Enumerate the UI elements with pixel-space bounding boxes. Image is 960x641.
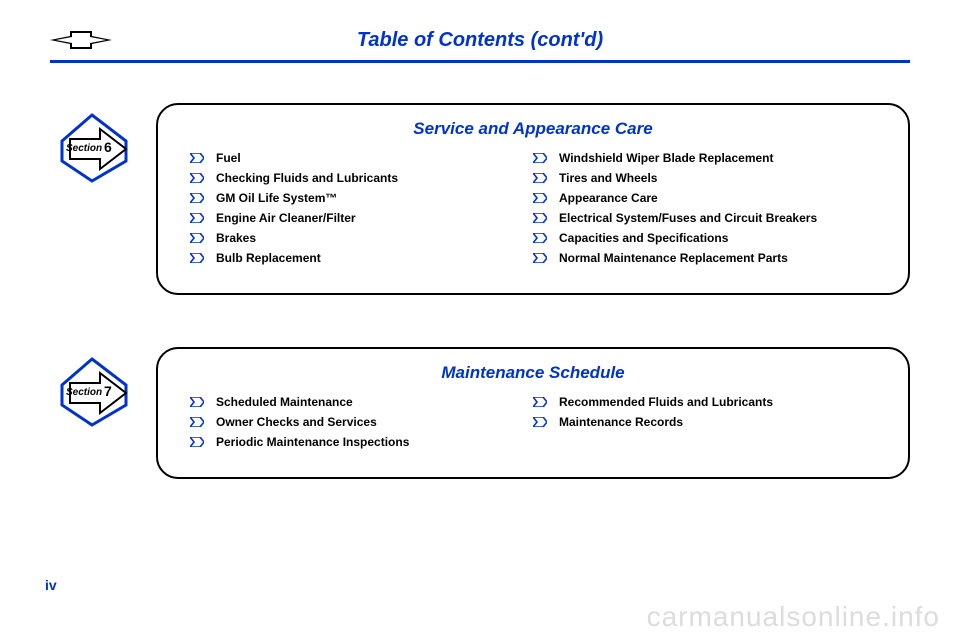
toc-item[interactable]: Checking Fluids and Lubricants	[190, 171, 533, 185]
section-title: Service and Appearance Care	[190, 119, 876, 139]
bullet-icon	[533, 253, 547, 263]
toc-item-label: Recommended Fluids and Lubricants	[559, 395, 773, 409]
section-badge-number: 6	[104, 139, 112, 155]
bullet-icon	[533, 417, 547, 427]
toc-item[interactable]: Periodic Maintenance Inspections	[190, 435, 533, 449]
toc-item[interactable]: Scheduled Maintenance	[190, 395, 533, 409]
section-badge-number: 7	[104, 383, 112, 399]
toc-item-label: Tires and Wheels	[559, 171, 657, 185]
bullet-icon	[533, 397, 547, 407]
toc-item[interactable]: Brakes	[190, 231, 533, 245]
toc-item[interactable]: GM Oil Life System™	[190, 191, 533, 205]
bullet-icon	[190, 213, 204, 223]
toc-item[interactable]: Normal Maintenance Replacement Parts	[533, 251, 876, 265]
toc-item[interactable]: Fuel	[190, 151, 533, 165]
bullet-icon	[190, 437, 204, 447]
toc-item[interactable]: Owner Checks and Services	[190, 415, 533, 429]
watermark: carmanualsonline.info	[647, 601, 940, 633]
bullet-icon	[190, 417, 204, 427]
toc-item[interactable]: Bulb Replacement	[190, 251, 533, 265]
page-header: Table of Contents (cont'd)	[50, 28, 910, 52]
bullet-icon	[533, 173, 547, 183]
toc-column: Fuel Checking Fluids and Lubricants GM Oil…	[190, 151, 533, 271]
toc-item[interactable]: Capacities and Specifications	[533, 231, 876, 245]
bullet-icon	[533, 233, 547, 243]
section-row: Section6 Service and Appearance Care Fuel C…	[50, 103, 910, 295]
bullet-icon	[533, 193, 547, 203]
bullet-icon	[190, 397, 204, 407]
toc-item-label: Checking Fluids and Lubricants	[216, 171, 398, 185]
toc-item-label: Capacities and Specifications	[559, 231, 728, 245]
page-title: Table of Contents (cont'd)	[50, 29, 910, 52]
toc-item[interactable]: Windshield Wiper Blade Replacement	[533, 151, 876, 165]
toc-item-label: Electrical System/Fuses and Circuit Brea…	[559, 211, 817, 225]
toc-column: Scheduled Maintenance Owner Checks and Se…	[190, 395, 533, 455]
section-card: Service and Appearance Care Fuel Checking …	[156, 103, 910, 295]
section-badge-icon: Section6	[56, 111, 130, 183]
header-divider	[50, 60, 910, 63]
bullet-icon	[190, 193, 204, 203]
toc-item-label: Scheduled Maintenance	[216, 395, 353, 409]
section-card: Maintenance Schedule Scheduled Maintenanc…	[156, 347, 910, 479]
toc-item[interactable]: Electrical System/Fuses and Circuit Brea…	[533, 211, 876, 225]
page-number: iv	[45, 577, 57, 593]
section-row: Section7 Maintenance Schedule Scheduled Ma…	[50, 347, 910, 479]
bullet-icon	[190, 253, 204, 263]
toc-column: Recommended Fluids and Lubricants Mainten…	[533, 395, 876, 455]
bullet-icon	[190, 233, 204, 243]
section-badge-icon: Section7	[56, 355, 130, 427]
section-badge-label: Section	[66, 143, 102, 154]
toc-item[interactable]: Engine Air Cleaner/Filter	[190, 211, 533, 225]
bullet-icon	[190, 173, 204, 183]
toc-item-label: GM Oil Life System™	[216, 191, 337, 205]
toc-item-label: Windshield Wiper Blade Replacement	[559, 151, 774, 165]
bullet-icon	[533, 153, 547, 163]
bullet-icon	[533, 213, 547, 223]
bullet-icon	[190, 153, 204, 163]
toc-item-label: Periodic Maintenance Inspections	[216, 435, 409, 449]
toc-item-label: Engine Air Cleaner/Filter	[216, 211, 356, 225]
toc-item[interactable]: Maintenance Records	[533, 415, 876, 429]
toc-column: Windshield Wiper Blade Replacement Tires …	[533, 151, 876, 271]
toc-item-label: Owner Checks and Services	[216, 415, 377, 429]
toc-item-label: Appearance Care	[559, 191, 658, 205]
section-badge-label: Section	[66, 387, 102, 398]
toc-item-label: Brakes	[216, 231, 256, 245]
toc-item-label: Normal Maintenance Replacement Parts	[559, 251, 788, 265]
toc-item-label: Maintenance Records	[559, 415, 683, 429]
toc-item[interactable]: Appearance Care	[533, 191, 876, 205]
toc-item[interactable]: Recommended Fluids and Lubricants	[533, 395, 876, 409]
section-title: Maintenance Schedule	[190, 363, 876, 383]
toc-item-label: Bulb Replacement	[216, 251, 321, 265]
toc-item-label: Fuel	[216, 151, 241, 165]
toc-item[interactable]: Tires and Wheels	[533, 171, 876, 185]
